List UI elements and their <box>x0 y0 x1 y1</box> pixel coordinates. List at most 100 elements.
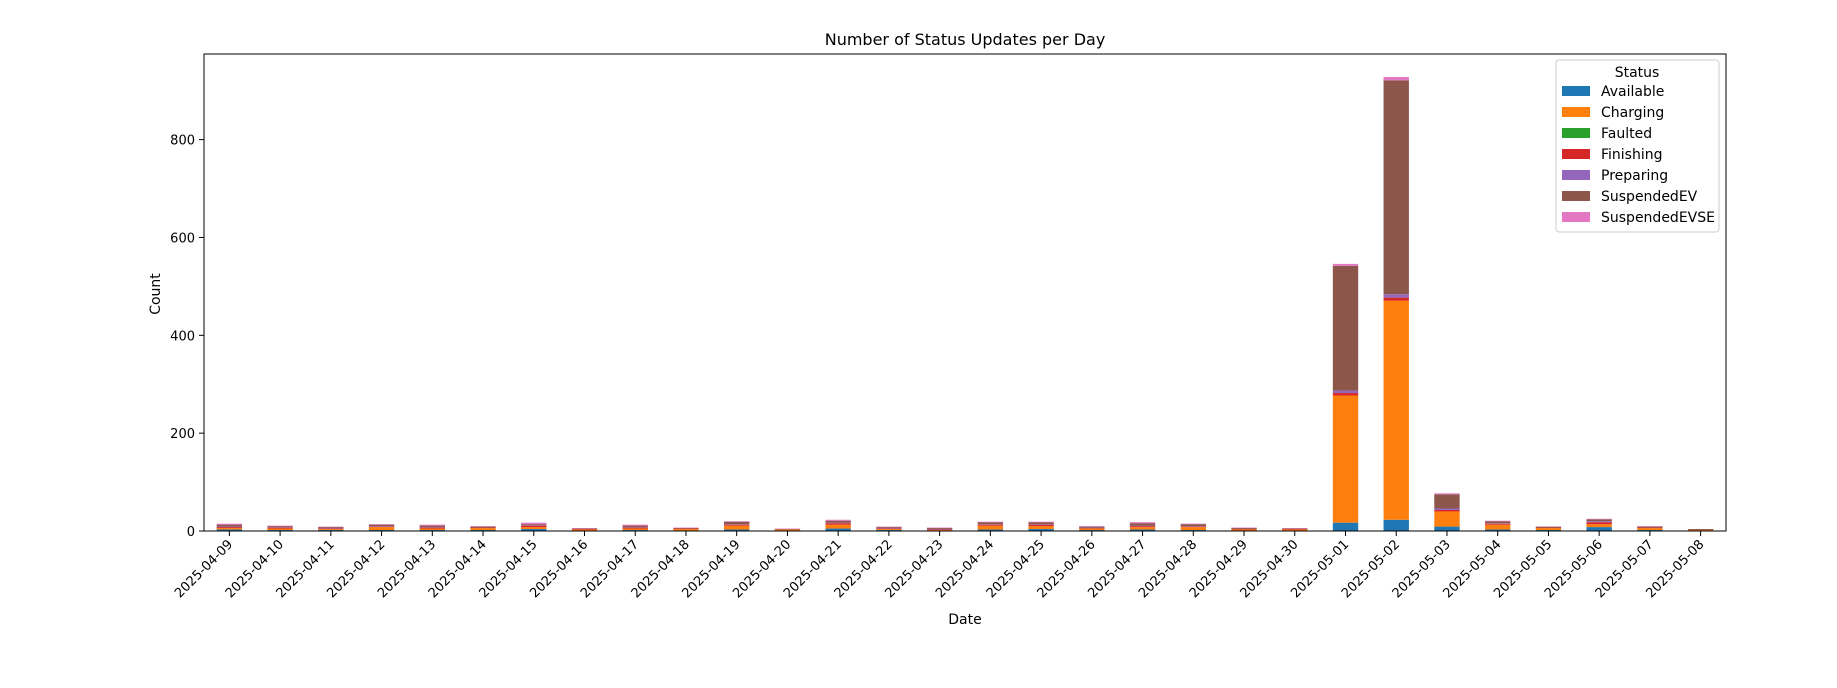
bar-segment-finishing-2025-05-04 <box>1485 523 1511 525</box>
bar-segment-suspendedev-2025-04-21 <box>825 520 851 523</box>
bar-segment-suspendedev-2025-04-14 <box>470 526 496 528</box>
bar-segment-suspendedev-2025-04-23 <box>926 528 953 530</box>
bar-segment-suspendedev-2025-04-26 <box>1079 526 1105 528</box>
bar-segment-finishing-2025-04-15 <box>521 525 547 528</box>
bar-segment-suspendedev-2025-05-01 <box>1332 265 1359 391</box>
y-axis-label: Count <box>148 273 164 315</box>
bar-segment-available-2025-04-19 <box>724 529 750 531</box>
bar-segment-charging-2025-04-29 <box>1231 529 1257 531</box>
bar-segment-suspendedev-2025-05-08 <box>1687 529 1714 531</box>
bar-segment-charging-2025-04-13 <box>419 528 445 531</box>
bar-segment-suspendedev-2025-04-11 <box>318 527 344 529</box>
bar-segment-suspendedevse-2025-04-27 <box>1129 522 1156 524</box>
legend-label-suspendedevse: SuspendedEVSE <box>1601 210 1715 226</box>
bar-segment-charging-2025-04-22 <box>876 529 902 531</box>
bar-segment-suspendedevse-2025-05-02 <box>1383 76 1409 81</box>
x-axis-label: Date <box>948 612 981 628</box>
bar-segment-charging-2025-05-07 <box>1637 528 1663 531</box>
bar-segment-suspendedev-2025-04-22 <box>876 527 902 529</box>
bar-segment-available-2025-04-27 <box>1129 529 1156 531</box>
bar-segment-available-2025-04-09 <box>216 529 243 531</box>
legend-title: Status <box>1615 65 1660 81</box>
bar-segment-suspendedev-2025-04-19 <box>724 521 750 525</box>
bar-segment-suspendedev-2025-05-05 <box>1535 526 1562 528</box>
bar-segment-suspendedev-2025-04-28 <box>1180 524 1206 527</box>
bar-segment-finishing-2025-04-17 <box>622 527 648 529</box>
bar-segment-finishing-2025-04-10 <box>267 527 293 529</box>
bar-segment-charging-2025-04-15 <box>521 527 547 530</box>
legend-swatch-faulted <box>1562 128 1590 138</box>
legend-swatch-suspendedev <box>1562 191 1590 201</box>
bar-segment-charging-2025-04-24 <box>977 525 1004 530</box>
bar-segment-charging-2025-05-06 <box>1586 524 1612 528</box>
bar-segment-charging-2025-05-03 <box>1434 511 1460 527</box>
bar-segment-charging-2025-04-20 <box>774 529 801 531</box>
bar-segment-suspendedevse-2025-04-09 <box>216 523 243 525</box>
bar-segment-available-2025-05-06 <box>1586 527 1612 531</box>
chart-title: Number of Status Updates per Day <box>825 30 1106 49</box>
bar-segment-finishing-2025-04-09 <box>216 527 243 529</box>
bar-segment-suspendedev-2025-04-15 <box>521 524 547 526</box>
bar-segment-preparing-2025-05-02 <box>1383 294 1409 298</box>
bar-segment-preparing-2025-05-03 <box>1434 508 1460 510</box>
bar-segment-suspendedevse-2025-05-03 <box>1434 493 1460 495</box>
bar-segment-finishing-2025-04-19 <box>724 524 750 526</box>
bar-segment-charging-2025-05-02 <box>1383 300 1409 520</box>
y-tick-label: 0 <box>187 525 195 540</box>
plot-frame <box>203 53 1727 532</box>
bar-segment-finishing-2025-05-03 <box>1434 509 1460 512</box>
bar-segment-charging-2025-04-09 <box>216 528 243 530</box>
bar-segment-charging-2025-04-17 <box>622 528 648 531</box>
y-tick-label: 200 <box>170 427 195 442</box>
bar-segment-finishing-2025-05-01 <box>1332 393 1359 396</box>
bar-segment-finishing-2025-04-27 <box>1129 526 1156 528</box>
bar-segment-available-2025-05-03 <box>1434 526 1460 531</box>
bar-segment-charging-2025-04-11 <box>318 529 344 531</box>
legend-swatch-charging <box>1562 107 1590 117</box>
bar-segment-suspendedevse-2025-04-17 <box>622 524 648 526</box>
bar-segment-charging-2025-04-27 <box>1129 527 1156 530</box>
bar-segment-available-2025-05-02 <box>1383 519 1409 531</box>
bar-segment-charging-2025-04-12 <box>368 527 395 531</box>
bar-segment-suspendedev-2025-05-07 <box>1637 526 1663 528</box>
legend: Status Available Charging Faulted Finishing… <box>1555 59 1720 233</box>
legend-label-faulted: Faulted <box>1601 126 1652 142</box>
bar-segment-suspendedevse-2025-04-21 <box>825 519 851 521</box>
bar-segment-suspendedev-2025-04-12 <box>368 524 395 527</box>
bar-segment-available-2025-05-04 <box>1485 529 1511 531</box>
y-tick-label: 400 <box>170 329 195 344</box>
bar-segment-preparing-2025-05-01 <box>1332 390 1359 394</box>
bar-segment-preparing-2025-05-06 <box>1586 521 1612 523</box>
bar-segment-charging-2025-04-25 <box>1028 526 1054 530</box>
bar-segment-finishing-2025-04-13 <box>419 527 445 529</box>
bar-segment-charging-2025-05-05 <box>1535 528 1562 531</box>
bar-segment-finishing-2025-05-06 <box>1586 522 1612 525</box>
bar-segment-available-2025-04-15 <box>521 529 547 531</box>
bar-segment-finishing-2025-04-25 <box>1028 524 1054 527</box>
bar-segment-charging-2025-04-26 <box>1079 528 1105 531</box>
bar-segment-charging-2025-04-21 <box>825 524 851 529</box>
bar-segment-suspendedev-2025-04-24 <box>977 522 1004 525</box>
bar-segment-available-2025-05-01 <box>1332 522 1359 531</box>
bars-layer <box>216 76 1714 531</box>
bar-segment-charging-2025-04-18 <box>673 529 699 531</box>
bar-segment-suspendedevse-2025-04-13 <box>419 524 445 526</box>
legend-label-available: Available <box>1601 84 1664 100</box>
bar-segment-finishing-2025-04-21 <box>825 523 851 525</box>
bar-segment-suspendedev-2025-04-29 <box>1231 528 1257 530</box>
bar-segment-finishing-2025-04-24 <box>977 524 1004 526</box>
legend-label-finishing: Finishing <box>1601 147 1663 163</box>
bar-segment-charging-2025-05-01 <box>1332 395 1359 523</box>
bar-segment-charging-2025-04-28 <box>1180 527 1206 531</box>
bar-segment-charging-2025-04-19 <box>724 525 750 530</box>
bar-segment-available-2025-04-25 <box>1028 529 1054 531</box>
legend-label-charging: Charging <box>1601 105 1664 121</box>
legend-swatch-preparing <box>1562 170 1590 180</box>
bar-segment-charging-2025-04-16 <box>571 529 598 531</box>
bar-segment-available-2025-04-24 <box>977 529 1004 531</box>
bar-segment-suspendedev-2025-04-27 <box>1129 523 1156 526</box>
bar-segment-suspendedevse-2025-05-01 <box>1332 263 1359 266</box>
bar-segment-suspendedev-2025-04-09 <box>216 524 243 527</box>
